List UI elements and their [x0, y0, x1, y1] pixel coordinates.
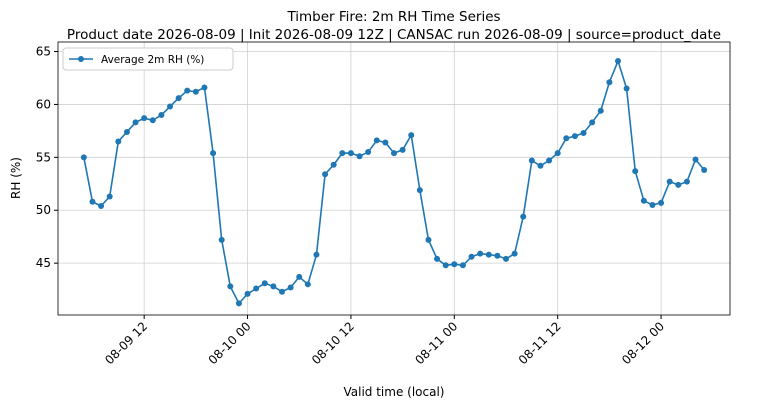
y-axis-label: RH (%) — [9, 157, 23, 199]
data-point — [235, 300, 242, 307]
data-point — [477, 250, 484, 257]
data-point — [175, 95, 182, 102]
data-point — [640, 197, 647, 204]
data-point — [571, 133, 578, 140]
data-point — [597, 107, 604, 114]
data-point — [296, 273, 303, 280]
data-point — [210, 150, 217, 157]
data-point — [167, 103, 173, 110]
x-tick-label: 08-10 00 — [206, 319, 254, 367]
data-point — [365, 149, 372, 156]
data-point — [442, 262, 449, 269]
data-point — [528, 157, 535, 164]
data-point — [683, 178, 690, 185]
data-point — [373, 137, 380, 144]
x-tick-label: 08-11 00 — [412, 319, 460, 367]
x-tick-label: 08-12 00 — [619, 319, 667, 367]
data-point — [451, 261, 458, 268]
data-point — [132, 119, 139, 126]
data-point — [623, 85, 630, 92]
data-point — [546, 157, 553, 164]
data-point — [494, 252, 501, 259]
data-point — [701, 167, 708, 174]
x-tick-label: 08-09 12 — [102, 319, 150, 367]
data-point — [632, 168, 639, 175]
data-point — [313, 251, 320, 258]
data-point — [184, 87, 191, 94]
legend-label: Average 2m RH (%) — [101, 54, 204, 66]
data-point — [606, 79, 613, 86]
data-point — [330, 161, 337, 168]
data-point — [563, 135, 570, 142]
data-point — [692, 156, 699, 163]
y-tick-label: 50 — [36, 203, 51, 217]
data-point — [89, 198, 96, 205]
data-point — [391, 150, 397, 157]
data-point — [675, 181, 682, 188]
data-point — [322, 171, 329, 178]
x-axis-label: Valid time (local) — [344, 385, 445, 399]
data-point — [115, 138, 122, 145]
data-point — [339, 150, 346, 157]
data-point — [98, 203, 105, 210]
legend-box — [62, 47, 234, 71]
data-point — [382, 139, 389, 146]
plot-frame — [57, 41, 731, 316]
data-point — [649, 201, 656, 208]
data-point — [244, 290, 251, 297]
data-point — [261, 280, 268, 287]
data-point — [520, 213, 527, 220]
data-point — [218, 236, 225, 243]
data-point — [158, 112, 165, 119]
data-point — [279, 288, 285, 295]
y-tick-label: 45 — [36, 256, 51, 270]
data-point — [537, 162, 544, 169]
data-point — [123, 128, 130, 135]
data-point — [227, 283, 234, 290]
data-point — [425, 236, 432, 243]
data-point — [141, 115, 148, 122]
data-point — [416, 187, 423, 194]
data-point — [192, 88, 199, 95]
data-point — [658, 199, 665, 206]
data-point — [201, 84, 208, 91]
data-point — [459, 262, 466, 269]
data-point — [347, 150, 354, 157]
data-point — [106, 193, 113, 200]
x-tick-label: 08-11 12 — [516, 319, 564, 367]
data-point — [503, 255, 509, 262]
data-point — [356, 153, 363, 160]
x-tick-label: 08-10 12 — [309, 319, 357, 367]
data-point — [468, 253, 475, 260]
y-tick-label: 65 — [36, 45, 51, 59]
chart-title: Timber Fire: 2m RH Time Series — [286, 9, 500, 25]
data-point — [149, 117, 156, 124]
data-point — [485, 251, 492, 258]
data-point — [80, 154, 87, 161]
data-point — [408, 132, 415, 139]
data-point — [270, 283, 277, 290]
chart-subtitle: Product date 2026-08-09 | Init 2026-08-0… — [67, 27, 721, 43]
data-point — [580, 130, 587, 136]
data-point — [434, 255, 441, 262]
data-point — [287, 284, 294, 291]
data-point — [554, 150, 561, 157]
y-tick-label: 55 — [36, 150, 51, 164]
data-point — [666, 178, 673, 185]
data-point — [253, 285, 260, 292]
legend-marker — [78, 56, 84, 62]
data-point — [304, 281, 311, 288]
y-tick-label: 60 — [36, 97, 51, 111]
data-point — [589, 119, 596, 126]
data-point — [399, 146, 406, 153]
data-point — [615, 58, 621, 65]
data-point — [511, 250, 518, 257]
